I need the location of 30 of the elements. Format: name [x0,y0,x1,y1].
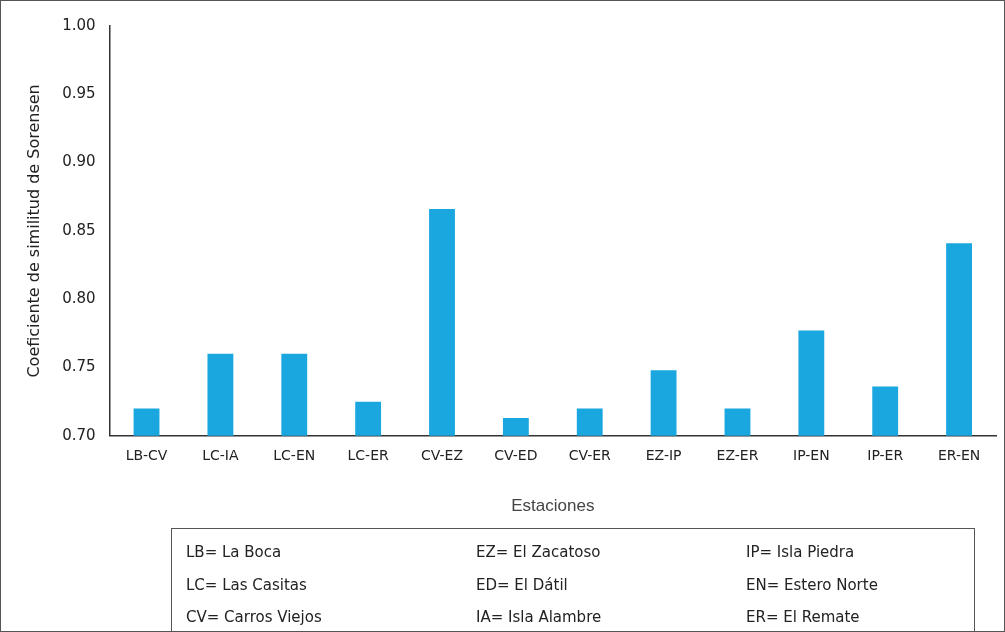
y-tick-label: 0.90 [62,152,96,171]
x-tick-label: ER-EN [937,446,981,463]
text: CV= Carros Viejos [186,608,323,629]
x-tick-label: EZ-ER [716,446,759,463]
text: EN= Estero Norte [746,575,879,596]
y-tick-label: 0.80 [62,289,96,308]
text: IP= Isla Piedra [746,543,856,563]
x-tick-label: CV-ED [494,446,538,463]
x-tick-label: CV-EZ [420,446,464,463]
y-tick-label: 0.75 [62,357,96,376]
y-tick-label: 0.70 [62,425,96,444]
x-axis-title: Estaciones [511,496,595,516]
y-tick-label: 0.95 [62,84,96,103]
text: LC= Las Casitas [186,575,308,596]
x-tick-label: LC-IA [202,446,239,463]
y-tick-label: 1.00 [62,15,96,34]
x-tick-label: EZ-IP [645,446,682,463]
y-tick-label: 0.85 [62,220,96,239]
text: EZ= El Zacatoso [476,543,602,563]
text: IA= Isla Alambre [476,608,603,629]
x-tick-label: IP-ER [867,446,904,463]
x-tick-label: LB-CV [125,446,168,463]
x-tick-label: IP-EN [793,446,830,463]
x-tick-label: LC-ER [347,446,389,463]
text: LB= La Boca [186,543,283,563]
x-tick-label: CV-ER [568,446,612,463]
text: ED= El Dátil [476,575,569,596]
y-axis-title: Coeficiente de similitud de Sorensen [23,84,43,378]
text: ER= El Remate [746,608,861,629]
x-tick-label: LC-EN [273,446,316,463]
